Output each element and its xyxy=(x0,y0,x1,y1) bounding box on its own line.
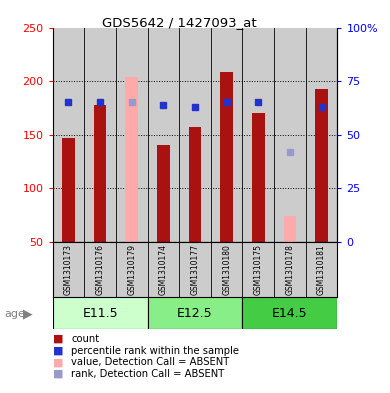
Text: ■: ■ xyxy=(53,345,63,356)
Bar xyxy=(179,28,211,242)
Bar xyxy=(252,113,264,242)
Bar xyxy=(284,216,296,242)
Bar xyxy=(306,28,337,242)
Bar xyxy=(53,28,84,242)
Text: GSM1310177: GSM1310177 xyxy=(190,244,200,295)
Text: GDS5642 / 1427093_at: GDS5642 / 1427093_at xyxy=(102,17,257,29)
Text: GSM1310176: GSM1310176 xyxy=(96,244,105,295)
Bar xyxy=(126,77,138,242)
Text: GSM1310180: GSM1310180 xyxy=(222,244,231,295)
Text: ■: ■ xyxy=(53,369,63,379)
FancyBboxPatch shape xyxy=(147,297,243,329)
Bar xyxy=(62,138,75,242)
Text: rank, Detection Call = ABSENT: rank, Detection Call = ABSENT xyxy=(71,369,225,379)
Text: percentile rank within the sample: percentile rank within the sample xyxy=(71,345,239,356)
FancyBboxPatch shape xyxy=(53,297,147,329)
Bar xyxy=(189,127,201,242)
Text: value, Detection Call = ABSENT: value, Detection Call = ABSENT xyxy=(71,357,230,367)
Text: ■: ■ xyxy=(53,357,63,367)
Text: count: count xyxy=(71,334,99,344)
Bar xyxy=(243,28,274,242)
Bar xyxy=(211,28,243,242)
Text: GSM1310179: GSM1310179 xyxy=(127,244,136,295)
Bar xyxy=(94,105,106,242)
Text: E14.5: E14.5 xyxy=(272,307,308,320)
FancyBboxPatch shape xyxy=(243,297,337,329)
Bar xyxy=(315,88,328,242)
Text: GSM1310173: GSM1310173 xyxy=(64,244,73,295)
Text: GSM1310174: GSM1310174 xyxy=(159,244,168,295)
Text: age: age xyxy=(4,309,25,320)
Text: E11.5: E11.5 xyxy=(82,307,118,320)
Text: ■: ■ xyxy=(53,334,63,344)
Text: GSM1310181: GSM1310181 xyxy=(317,244,326,295)
Bar xyxy=(157,145,170,242)
Bar xyxy=(116,28,147,242)
Text: ▶: ▶ xyxy=(23,308,32,321)
Text: GSM1310178: GSM1310178 xyxy=(285,244,294,295)
Text: E12.5: E12.5 xyxy=(177,307,213,320)
Bar xyxy=(84,28,116,242)
Bar xyxy=(147,28,179,242)
Bar xyxy=(274,28,306,242)
Bar xyxy=(220,72,233,242)
Text: GSM1310175: GSM1310175 xyxy=(254,244,263,295)
